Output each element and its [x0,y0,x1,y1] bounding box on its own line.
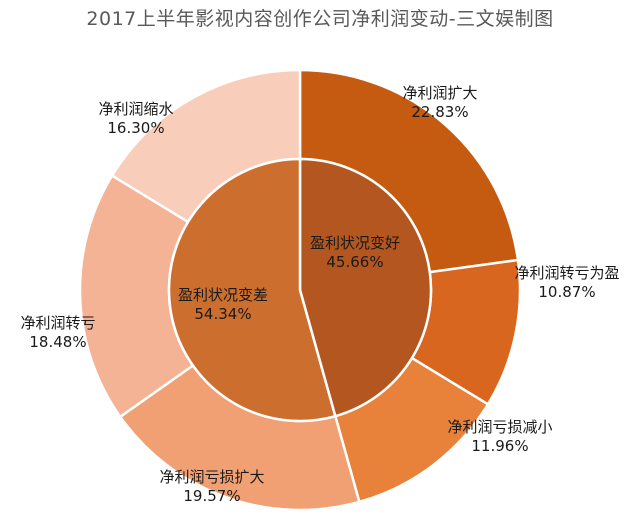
inner-label-name-1: 盈利状况变差 [178,286,268,304]
inner-label-1: 盈利状况变差 54.34% [178,286,268,323]
outer-label-5: 净利润缩水 16.30% [98,100,173,137]
slice-labels: 净利润扩大 22.83%净利润转亏为盈 10.87%净利润亏损减小 11.96%净利润… [20,84,619,505]
chart-title: 2017上半年影视内容创作公司净利润变动-三文娱制图 [86,8,554,30]
inner-label-value-1: 54.34% [194,305,251,323]
inner-slice-1 [167,157,337,423]
outer-label-4: 净利润转亏 18.48% [20,314,95,351]
outer-label-2: 净利润亏损减小 11.96% [447,418,552,455]
inner-label-0: 盈利状况变好 45.66% [310,234,400,271]
outer-label-name-0: 净利润扩大 [402,84,477,102]
outer-label-value-3: 19.57% [183,487,240,505]
outer-label-value-2: 11.96% [471,437,528,455]
outer-label-value-5: 16.30% [107,119,164,137]
inner-ring [167,157,433,423]
outer-label-name-5: 净利润缩水 [98,100,173,118]
outer-label-name-1: 净利润转亏为盈 [514,264,619,282]
outer-ring [78,68,522,512]
inner-label-value-0: 45.66% [326,253,383,271]
outer-label-name-3: 净利润亏损扩大 [159,468,264,486]
outer-label-1: 净利润转亏为盈 10.87% [514,264,619,301]
outer-label-0: 净利润扩大 22.83% [402,84,477,121]
inner-slice-0 [298,157,433,418]
outer-label-name-2: 净利润亏损减小 [447,418,552,436]
outer-label-value-4: 18.48% [29,333,86,351]
outer-label-value-1: 10.87% [538,283,595,301]
outer-label-value-0: 22.83% [411,103,468,121]
outer-label-name-4: 净利润转亏 [20,314,95,332]
inner-label-name-0: 盈利状况变好 [310,234,400,252]
outer-label-3: 净利润亏损扩大 19.57% [159,468,264,505]
